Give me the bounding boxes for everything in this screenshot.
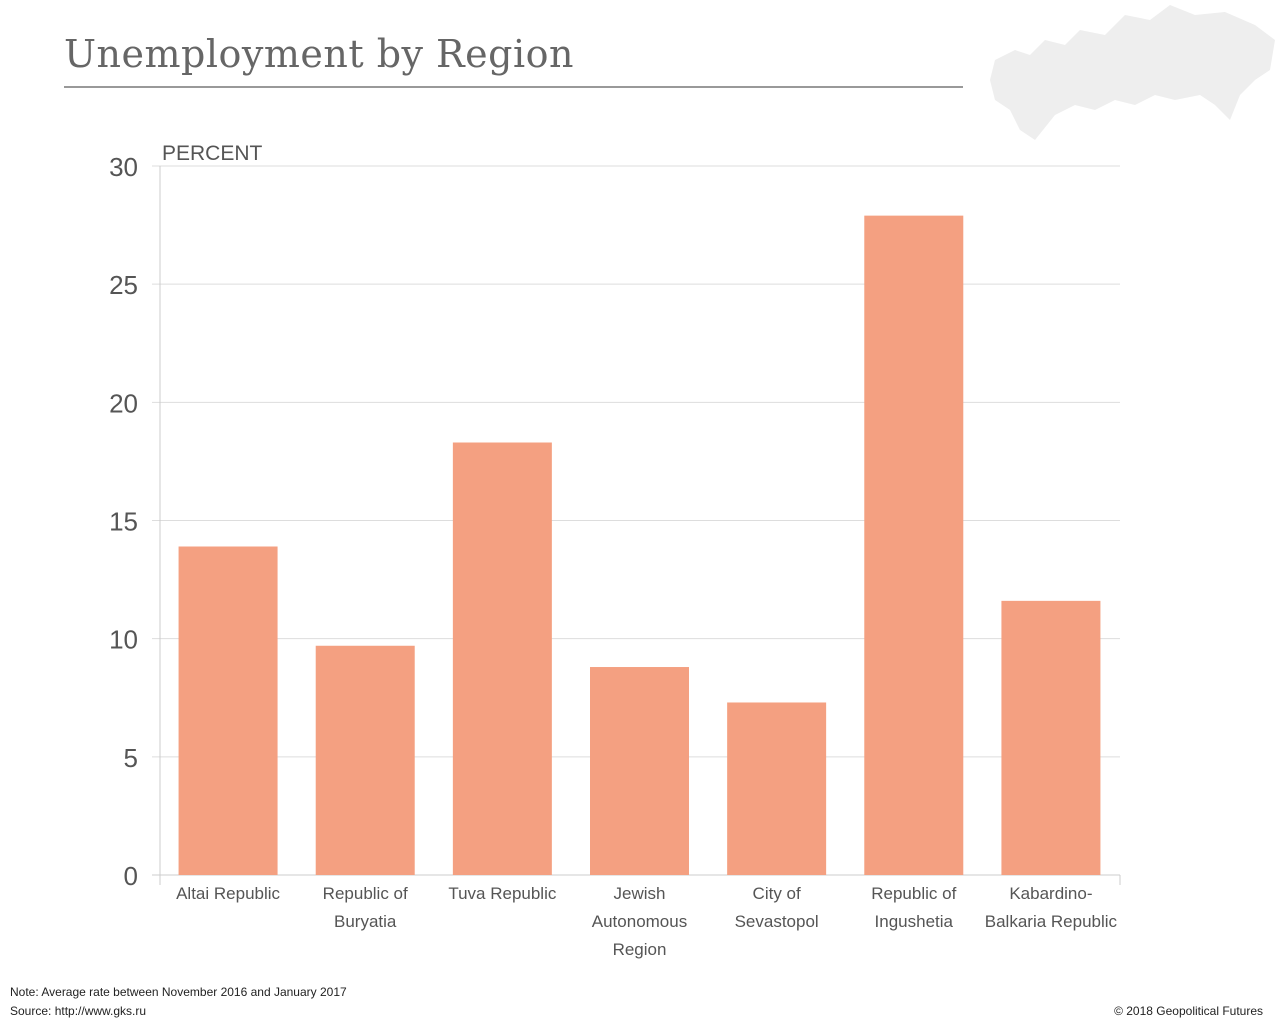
chart-title: Unemployment by Region: [64, 32, 574, 76]
y-tick-label: 0: [124, 861, 138, 891]
title-divider: [64, 86, 963, 88]
bar: [727, 702, 827, 875]
y-tick-label: 15: [109, 507, 138, 537]
bar: [1001, 600, 1101, 875]
source-note: Source: http://www.gks.ru: [10, 1004, 147, 1018]
x-tick-label: Region: [613, 940, 667, 959]
x-tick-label: Autonomous: [592, 912, 687, 931]
x-tick-label: Jewish: [614, 884, 666, 903]
x-tick-label: Balkaria Republic: [985, 912, 1118, 931]
y-tick-label: 25: [109, 270, 138, 300]
russia-map-decoration: [990, 5, 1275, 140]
bar: [178, 546, 278, 875]
y-tick-label: 5: [124, 743, 138, 773]
x-tick-label: Altai Republic: [176, 884, 280, 903]
bar: [452, 442, 552, 875]
y-tick-label: 30: [109, 152, 138, 182]
x-tick-label: Tuva Republic: [448, 884, 557, 903]
y-tick-label: 10: [109, 625, 138, 655]
x-tick-label: Buryatia: [334, 912, 397, 931]
x-tick-label: City of: [753, 884, 801, 903]
y-axis-label: PERCENT: [162, 142, 263, 165]
x-tick-label: Ingushetia: [875, 912, 954, 931]
y-tick-label: 20: [109, 388, 138, 418]
footnote: Note: Average rate between November 2016…: [10, 985, 347, 999]
x-tick-label: Kabardino-: [1009, 884, 1092, 903]
bar: [864, 215, 964, 875]
x-tick-label: Republic of: [323, 884, 408, 903]
x-tick-label: Republic of: [871, 884, 956, 903]
copyright: © 2018 Geopolitical Futures: [1114, 1004, 1263, 1018]
bar-chart: 0 5 10 15 20 25 30 PERCENT Altai Republic Republi…: [109, 142, 1121, 959]
x-tick-label: Sevastopol: [735, 912, 819, 931]
bar: [590, 667, 689, 875]
map-silhouette: [990, 5, 1275, 140]
bar: [315, 645, 415, 875]
